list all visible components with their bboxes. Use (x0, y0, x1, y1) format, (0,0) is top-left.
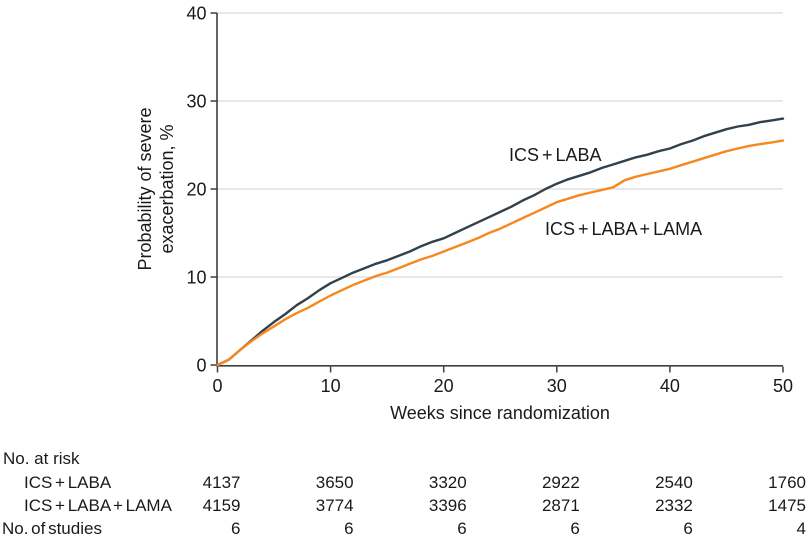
studies-row-value-0: 6 (231, 519, 241, 538)
studies-row-value-20: 6 (457, 519, 467, 538)
risk-row-ics-laba-value-20: 3320 (428, 473, 467, 492)
risk-row-ics-laba-lama-value-50: 1475 (768, 496, 806, 515)
risk-row-ics-laba-lama-value-30: 2871 (541, 496, 580, 515)
x-axis-title: Weeks since randomization (390, 403, 610, 423)
studies-row-value-30: 6 (570, 519, 580, 538)
series-label-ics-laba-lama: ICS + LABA + LAMA (545, 219, 703, 239)
series-label-ics-laba: ICS + LABA (509, 145, 602, 165)
y-tick-label-10: 10 (186, 268, 206, 288)
risk-row-ics-laba-lama-value-0: 4159 (202, 496, 241, 515)
y-tick-label-30: 30 (186, 92, 206, 112)
y-tick-label-20: 20 (186, 180, 206, 200)
series-line-ics-laba (216, 117, 785, 367)
series-line-ics-laba-lama (216, 139, 785, 367)
risk-row-ics-laba-value-0: 4137 (202, 473, 241, 492)
risk-row-ics-laba-value-30: 2922 (541, 473, 580, 492)
risk-row-ics-laba-label: ICS + LABA (24, 473, 112, 492)
y-tick-label-40: 40 (186, 4, 206, 24)
risk-row-ics-laba-value-40: 2540 (655, 473, 693, 492)
risk-row-ics-laba-lama-label: ICS + LABA + LAMA (24, 496, 172, 515)
studies-row-value-10: 6 (344, 519, 354, 538)
y-axis-title-line2: exacerbation, % (157, 124, 177, 254)
risk-row-ics-laba-lama-value-40: 2332 (655, 496, 693, 515)
x-tick-label-20: 20 (434, 376, 454, 396)
y-axis-title: Probability of severe exacerbation, % (134, 107, 178, 270)
x-tick-label-30: 30 (547, 376, 567, 396)
risk-row-ics-laba-value-50: 1760 (768, 473, 806, 492)
risk-row-ics-laba-lama-value-10: 3774 (315, 496, 354, 515)
risk-table-header: No. at risk (3, 449, 80, 468)
studies-row-value-50: 4 (796, 519, 806, 538)
studies-row-value-40: 6 (683, 519, 693, 538)
x-tick-label-50: 50 (773, 376, 793, 396)
x-tick-label-10: 10 (321, 376, 341, 396)
studies-row-label: No. of studies (2, 519, 102, 538)
risk-row-ics-laba-value-10: 3650 (315, 473, 354, 492)
risk-row-ics-laba-lama-value-20: 3396 (428, 496, 467, 515)
y-tick-label-0: 0 (196, 356, 206, 376)
x-tick-label-0: 0 (212, 376, 222, 396)
x-tick-label-40: 40 (660, 376, 680, 396)
y-axis-title-line1: Probability of severe (135, 107, 155, 271)
